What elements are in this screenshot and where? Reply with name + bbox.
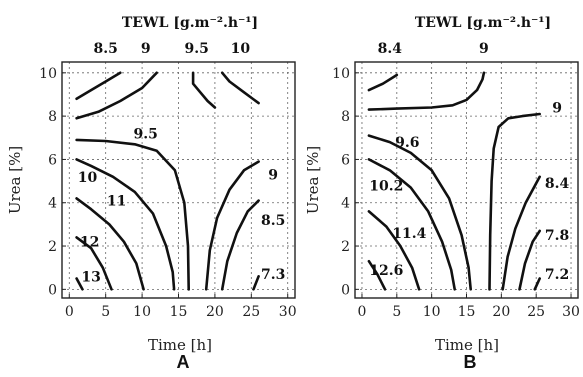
contour-label: 12 (80, 235, 99, 251)
contour-line-12 (75, 236, 113, 291)
y-tick-label: 6 (48, 152, 57, 168)
contour-label: 10 (78, 170, 98, 186)
y-tick-label: 6 (341, 152, 350, 168)
y-tick-label: 8 (341, 109, 350, 125)
panel-a: 0 5 10 15 20 25 30 0 2 4 6 8 10 8.5 9 9.5 10 9.5 10 11 12 13 9… (6, 15, 297, 372)
contour-label: 12.6 (369, 263, 403, 279)
y-tick-label: 0 (48, 282, 57, 298)
contour-line-8-5 (75, 71, 122, 101)
y-tick-label: 4 (48, 196, 57, 212)
y-tick-label: 0 (341, 282, 350, 298)
contour-line-7-2 (533, 277, 541, 291)
contour-line-8-4 (501, 175, 541, 291)
contour-line-9-5 (191, 71, 217, 109)
contour-label: 9.5 (185, 41, 209, 57)
contour-line-9 (75, 71, 158, 120)
y-axis-title: Urea [%] (6, 146, 24, 214)
x-tick-label: 25 (242, 304, 260, 320)
x-tick-label: 30 (562, 304, 580, 320)
contour-label: 8.5 (261, 213, 285, 229)
contour-line-9-5 (75, 138, 190, 291)
contour-label: 11.4 (392, 226, 426, 242)
contour-label: 7.2 (545, 267, 569, 283)
contour-label: 7.8 (545, 228, 569, 244)
x-axis-title: Time [h] (435, 336, 499, 354)
contour-label: 8.4 (378, 41, 403, 57)
x-tick-label: 15 (170, 304, 188, 320)
x-tick-label: 0 (65, 304, 74, 320)
contour-line-11 (75, 197, 145, 291)
x-tick-label: 20 (206, 304, 224, 320)
panel-letter: B (464, 352, 477, 372)
contour-line-9 (488, 112, 541, 291)
contour-line-12-6 (367, 259, 387, 291)
y-tick-label: 8 (48, 109, 57, 125)
contour-line-10 (220, 71, 260, 105)
contour-label: 9.6 (395, 135, 419, 151)
contour-line-7-3 (252, 275, 260, 291)
y-tick-label: 10 (332, 66, 350, 82)
y-tick-label: 2 (341, 239, 350, 255)
x-tick-label: 10 (423, 304, 441, 320)
x-tick-label: 0 (358, 304, 367, 320)
contour-label: 9 (141, 41, 151, 57)
x-tick-label: 5 (392, 304, 401, 320)
x-tick-label: 20 (492, 304, 510, 320)
contour-label: 9 (552, 100, 562, 116)
contour-label: 10 (231, 41, 251, 57)
x-tick-label: 25 (527, 304, 545, 320)
contour-line-13 (75, 277, 84, 291)
contour-line-10 (75, 158, 176, 291)
contour-line-9 (367, 71, 486, 111)
x-tick-label: 5 (101, 304, 110, 320)
contour-label: 7.3 (261, 267, 285, 283)
panel-title: TEWL [g.m⁻².h⁻¹] (415, 15, 551, 31)
panel-b: 0 5 10 15 20 25 30 0 2 4 6 8 10 8.4 9 9 9.6 10.2 11.4 12.6 8… (304, 15, 580, 372)
contour-line-8-5 (220, 199, 260, 291)
contour-line-10-2 (367, 158, 456, 291)
contour-line-8-4 (367, 73, 399, 92)
contour-label: 9 (268, 168, 278, 184)
x-axis-title: Time [h] (148, 336, 212, 354)
contour-label: 9 (479, 41, 489, 57)
contour-line-7-8 (518, 229, 541, 291)
x-tick-label: 15 (458, 304, 476, 320)
y-tick-label: 2 (48, 239, 57, 255)
panel-title: TEWL [g.m⁻².h⁻¹] (122, 15, 258, 31)
contour-label: 8.5 (94, 41, 118, 57)
y-axis-title: Urea [%] (304, 146, 322, 214)
contour-line-9-6 (367, 134, 472, 291)
panel-letter: A (177, 352, 190, 372)
contour-label: 8.4 (545, 176, 570, 192)
contour-line-9 (204, 160, 260, 291)
x-tick-label: 30 (279, 304, 297, 320)
contour-line-11-4 (367, 210, 421, 291)
contour-label: 9.5 (134, 126, 158, 142)
x-tick-label: 10 (133, 304, 151, 320)
y-tick-label: 10 (39, 66, 57, 82)
contour-label: 11 (107, 194, 126, 210)
contour-label: 10.2 (369, 178, 403, 194)
y-tick-label: 4 (341, 196, 350, 212)
contour-label: 13 (81, 269, 100, 285)
